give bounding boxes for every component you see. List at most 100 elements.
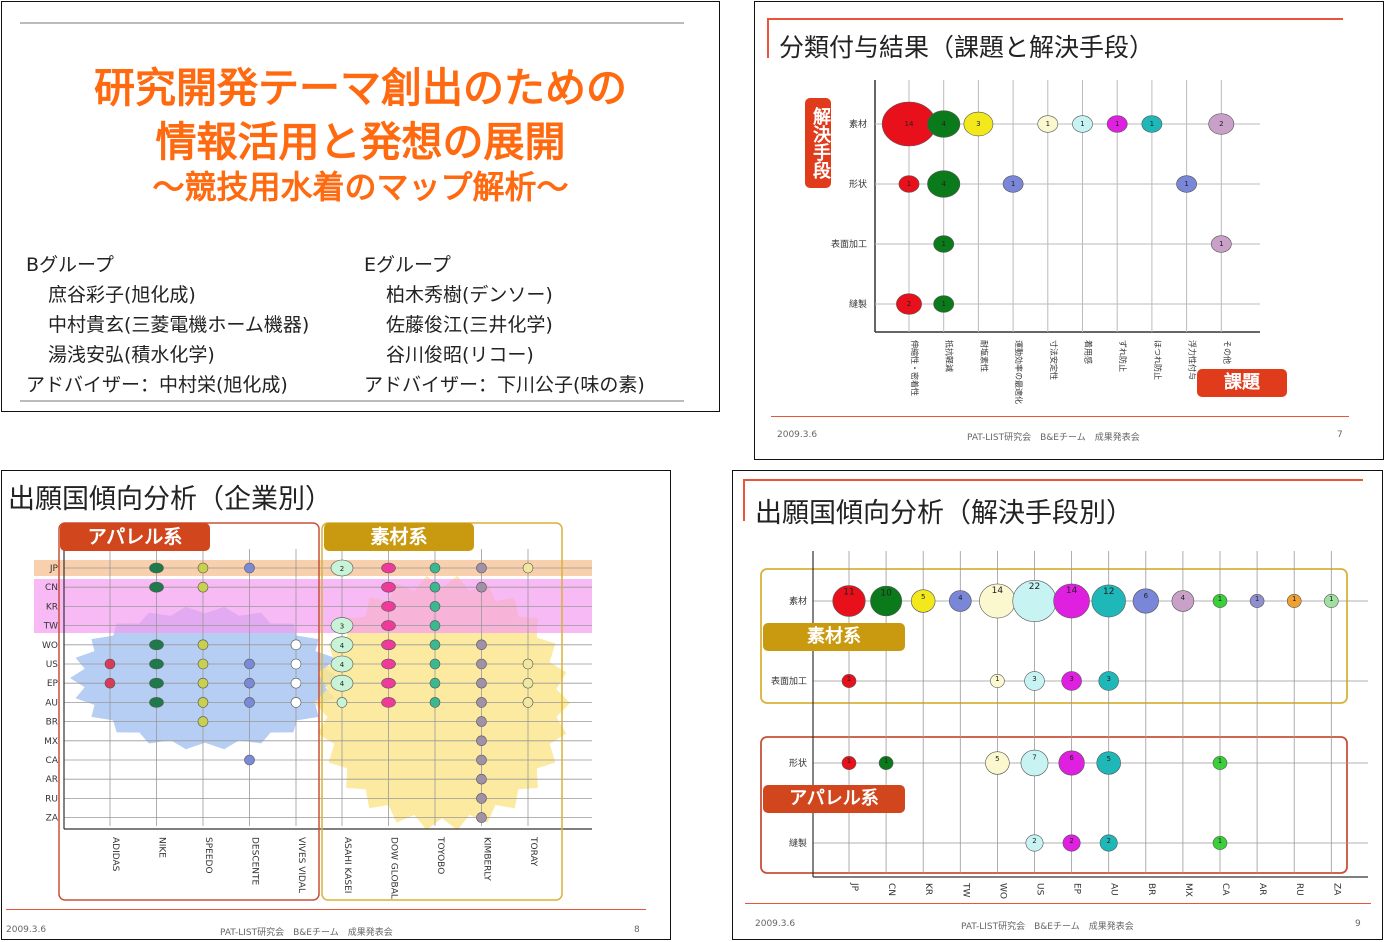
slide-title: 出願国傾向分析（企業別） xyxy=(8,484,332,515)
country-bubble xyxy=(429,639,441,651)
footer-date: 2009.3.6 xyxy=(755,919,796,929)
bubble-label: 3 xyxy=(340,623,344,631)
country-bubble xyxy=(104,658,116,670)
y-tick-label: CA xyxy=(46,756,59,766)
country-bubble xyxy=(476,812,487,823)
bubble-label: 1 xyxy=(1329,595,1333,603)
title-rule xyxy=(767,18,1343,20)
country-bubble xyxy=(429,581,441,593)
bubble xyxy=(898,175,920,193)
country-bubble xyxy=(336,697,348,708)
country-bubble xyxy=(476,793,487,804)
bubble-label: 22 xyxy=(1029,582,1040,592)
x-tick-label: RU xyxy=(1294,883,1304,896)
y-axis-tag: 解決手段 xyxy=(805,98,831,188)
bubble-label: 5 xyxy=(995,755,999,763)
slide-title: 出願国傾向分析（解決手段別） xyxy=(755,498,1133,529)
x-tick-label: ほつれ防止 xyxy=(1153,340,1163,380)
footer-center: PAT-LIST研究会 B&Eチーム 成果発表会 xyxy=(220,928,393,938)
bubble-label: 1 xyxy=(884,757,888,765)
x-tick-label: CA xyxy=(1220,883,1230,896)
x-tick-label: ASAHI KASEI xyxy=(342,837,352,893)
material-group-box xyxy=(760,568,1348,704)
bubble-label: 1 xyxy=(1292,595,1296,603)
bubble-label: 1 xyxy=(907,180,911,188)
footer-date: 2009.3.6 xyxy=(6,925,47,935)
company-slide: 出願国傾向分析（企業別） JP CN KR TW WO US EP AU BR MX CA AR RU Z… xyxy=(1,470,671,940)
y-tick-label: JP xyxy=(49,564,59,574)
bubble-label: 5 xyxy=(1106,755,1110,763)
x-tick-label: 寸法安定性 xyxy=(1049,340,1059,380)
x-tick-label: DESCENTE xyxy=(250,837,260,886)
y-tick-label: WO xyxy=(42,641,58,651)
x-tick-label: DOW GLOBAL xyxy=(389,837,399,899)
country-bubble xyxy=(522,677,534,689)
x-axis-tag: 課題 xyxy=(1197,369,1287,397)
group-e-advisor: アドバイザー：下川公子(味の素) xyxy=(364,374,645,396)
x-tick-label: TORAY xyxy=(528,836,538,867)
group-e-member: 佐藤俊江(三井化学) xyxy=(386,314,553,336)
group-b-member: 湯浅安弘(積水化学) xyxy=(48,344,215,366)
country-bubble xyxy=(476,639,487,651)
bubble-label: 2 xyxy=(340,565,344,573)
bubble xyxy=(1024,671,1045,691)
bubble-label: 2 xyxy=(1219,120,1223,128)
bubble xyxy=(1212,836,1228,850)
material-tag: 素材系 xyxy=(763,623,905,651)
y-tick-label: TW xyxy=(43,622,58,632)
bubble xyxy=(870,585,903,617)
x-tick-label: SPEEDO xyxy=(203,837,213,874)
bubble xyxy=(1141,115,1163,133)
bubble xyxy=(1249,594,1265,608)
group-b: Bグループ 庶谷彩子(旭化成) 中村貴玄(三菱電機ホーム機器) 湯浅安弘(積水化… xyxy=(26,250,309,400)
country-bubble xyxy=(381,677,396,689)
country-bubble xyxy=(522,697,534,708)
country-bubble xyxy=(476,581,487,593)
country-bubble xyxy=(476,754,487,766)
title-slide: 研究開発テーマ創出のための 情報活用と発想の展開 ～競技用水着のマップ解析～ B… xyxy=(1,1,720,412)
country-bubble xyxy=(290,697,302,708)
bubble-label: 3 xyxy=(1032,675,1036,683)
bubble-label: 1 xyxy=(847,675,851,683)
bubble xyxy=(933,235,955,253)
company-chart: JP CN KR TW WO US EP AU BR MX CA AR RU ZA ADIDAS NIKE SP… xyxy=(34,522,592,901)
country-bubble xyxy=(149,639,164,651)
y-tick-label: 縫製 xyxy=(789,837,807,849)
y-tick-label: AR xyxy=(46,775,58,785)
bubble-label: 1 xyxy=(1046,120,1050,128)
bubble-label: 14 xyxy=(1066,586,1078,596)
page-number: 8 xyxy=(634,925,640,935)
y-tick-label: 表面加工 xyxy=(831,238,867,250)
country-bubble xyxy=(197,697,209,708)
bubble-label: 3 xyxy=(976,120,980,128)
y-tick-label: 形状 xyxy=(789,757,807,769)
title-line-2: 情報活用と発想の展開 xyxy=(155,118,566,166)
y-tick-label: AU xyxy=(45,698,58,708)
country-bubble xyxy=(290,677,302,689)
title-rule-vertical xyxy=(743,479,745,521)
country-bubble xyxy=(476,773,487,785)
bubble-label: 1 xyxy=(941,300,945,308)
apparel-cluster-blob xyxy=(70,606,340,750)
footer-rule xyxy=(6,909,646,910)
bubble xyxy=(1002,175,1024,193)
bubble-label: 1 xyxy=(1255,595,1259,603)
y-tick-label: 表面加工 xyxy=(771,675,807,687)
title-rule xyxy=(743,479,1363,481)
y-tick-label: KR xyxy=(46,602,58,612)
page-number: 9 xyxy=(1355,919,1361,929)
bubble-label: 4 xyxy=(941,180,946,188)
bubble-label: 3 xyxy=(1069,675,1073,683)
bottom-rule xyxy=(20,400,684,402)
x-tick-label: VIVES VIDAL xyxy=(296,837,306,893)
group-b-member: 中村貴玄(三菱電機ホーム機器) xyxy=(48,314,310,336)
title-rule-vertical xyxy=(767,18,769,58)
country-bubble xyxy=(197,562,209,574)
footer-rule xyxy=(745,903,1371,904)
bubble xyxy=(1176,175,1198,193)
country-bubble xyxy=(429,677,441,689)
country-bubble xyxy=(381,620,396,631)
bubble-label: 4 xyxy=(340,680,345,688)
country-bubble xyxy=(197,716,209,727)
bubble-label: 4 xyxy=(941,120,946,128)
